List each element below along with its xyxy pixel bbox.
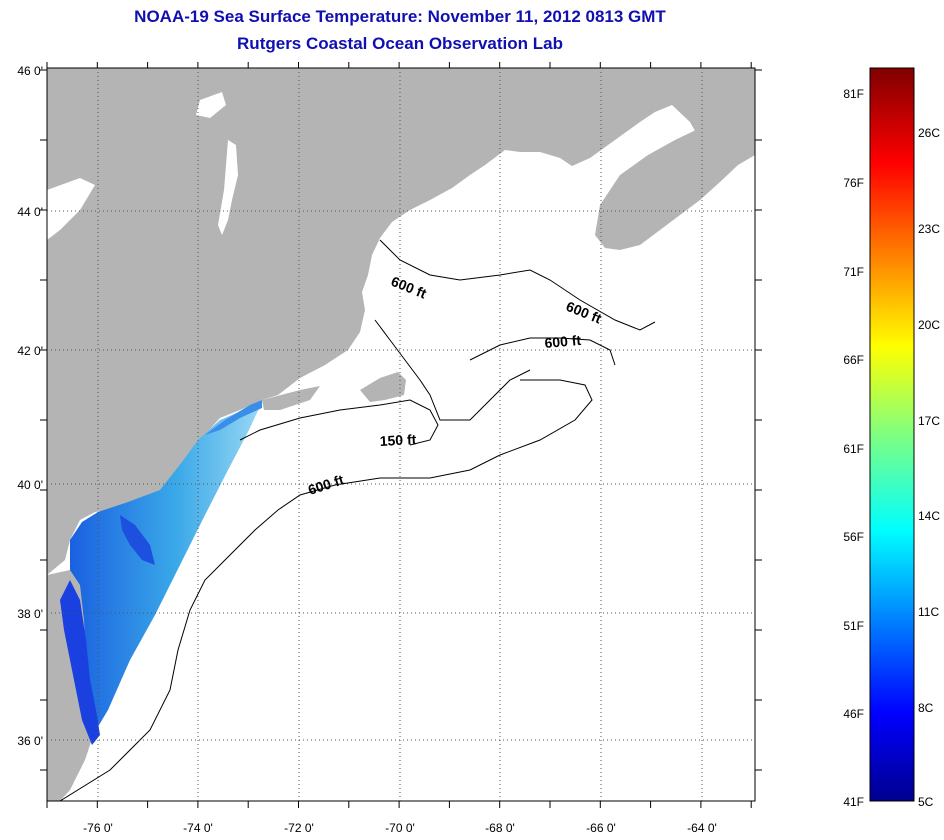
- contour-600ft-gulf: [379, 239, 656, 331]
- map-subtitle: Rutgers Coastal Ocean Observation Lab: [237, 34, 563, 53]
- colorbar-c-label: 8C: [918, 701, 934, 715]
- colorbar-f-label: 46F: [843, 707, 864, 721]
- lon-label: -68 0': [485, 821, 515, 835]
- colorbar-f-label: 51F: [843, 619, 864, 633]
- lat-label: 40 0': [17, 478, 43, 492]
- colorbar-fahrenheit-labels: 81F 76F 71F 66F 61F 56F 51F 46F 41F: [843, 87, 864, 809]
- contour-gulf-maine: [374, 319, 531, 421]
- colorbar-f-label: 71F: [843, 265, 864, 279]
- colorbar-c-label: 5C: [918, 795, 934, 809]
- contour-600ft-outer: [59, 379, 593, 801]
- lat-label: 36 0': [17, 734, 43, 748]
- colorbar-f-label: 76F: [843, 176, 864, 190]
- colorbar-c-label: 23C: [918, 222, 940, 236]
- long-island-sound: [205, 400, 262, 435]
- land-cape-cod: [360, 372, 406, 402]
- depth-contours: [59, 239, 656, 801]
- delaware-bay: [120, 515, 155, 565]
- land-long-island: [262, 386, 320, 410]
- lake-moosehead: [196, 92, 226, 118]
- lon-label: -72 0': [284, 821, 314, 835]
- map-frame: [46, 67, 756, 802]
- colorbar-f-label: 41F: [843, 795, 864, 809]
- colorbar: [869, 67, 915, 802]
- lat-label: 46 0': [17, 64, 43, 78]
- lake-ontario: [47, 178, 95, 240]
- lon-label: -66 0': [586, 821, 616, 835]
- longitude-labels: -76 0' -74 0' -72 0' -70 0' -68 0' -66 0' -64 …: [83, 821, 717, 835]
- lon-label: -70 0': [385, 821, 415, 835]
- lat-label: 44 0': [17, 205, 43, 219]
- colorbar-c-label: 11C: [918, 605, 939, 619]
- lon-label: -64 0': [687, 821, 717, 835]
- axis-ticks: [40, 62, 762, 808]
- colorbar-f-label: 81F: [843, 87, 864, 101]
- map-title: NOAA-19 Sea Surface Temperature: Novembe…: [134, 7, 666, 26]
- lon-label: -76 0': [83, 821, 113, 835]
- contour-label: 600 ft: [544, 332, 582, 351]
- contour-150ft: [239, 399, 439, 446]
- latitude-labels: 46 0' 44 0' 42 0' 40 0' 38 0' 36 0': [17, 64, 43, 748]
- lat-label: 38 0': [17, 607, 43, 621]
- colorbar-c-label: 26C: [918, 126, 940, 140]
- chesapeake-bay: [60, 580, 100, 745]
- colorbar-c-label: 17C: [918, 414, 940, 428]
- contour-label: 150 ft: [379, 431, 417, 449]
- colorbar-celsius-labels: 26C 23C 20C 17C 14C 11C 8C 5C: [918, 126, 940, 809]
- colorbar-c-label: 20C: [918, 318, 940, 332]
- lon-label: -74 0': [183, 821, 213, 835]
- lat-label: 42 0': [17, 344, 43, 358]
- colorbar-f-label: 61F: [843, 442, 864, 456]
- colorbar-f-label: 56F: [843, 530, 864, 544]
- land-nova-scotia: [595, 110, 755, 250]
- sst-swath: [70, 402, 262, 730]
- colorbar-c-label: 14C: [918, 509, 940, 523]
- colorbar-f-label: 66F: [843, 353, 864, 367]
